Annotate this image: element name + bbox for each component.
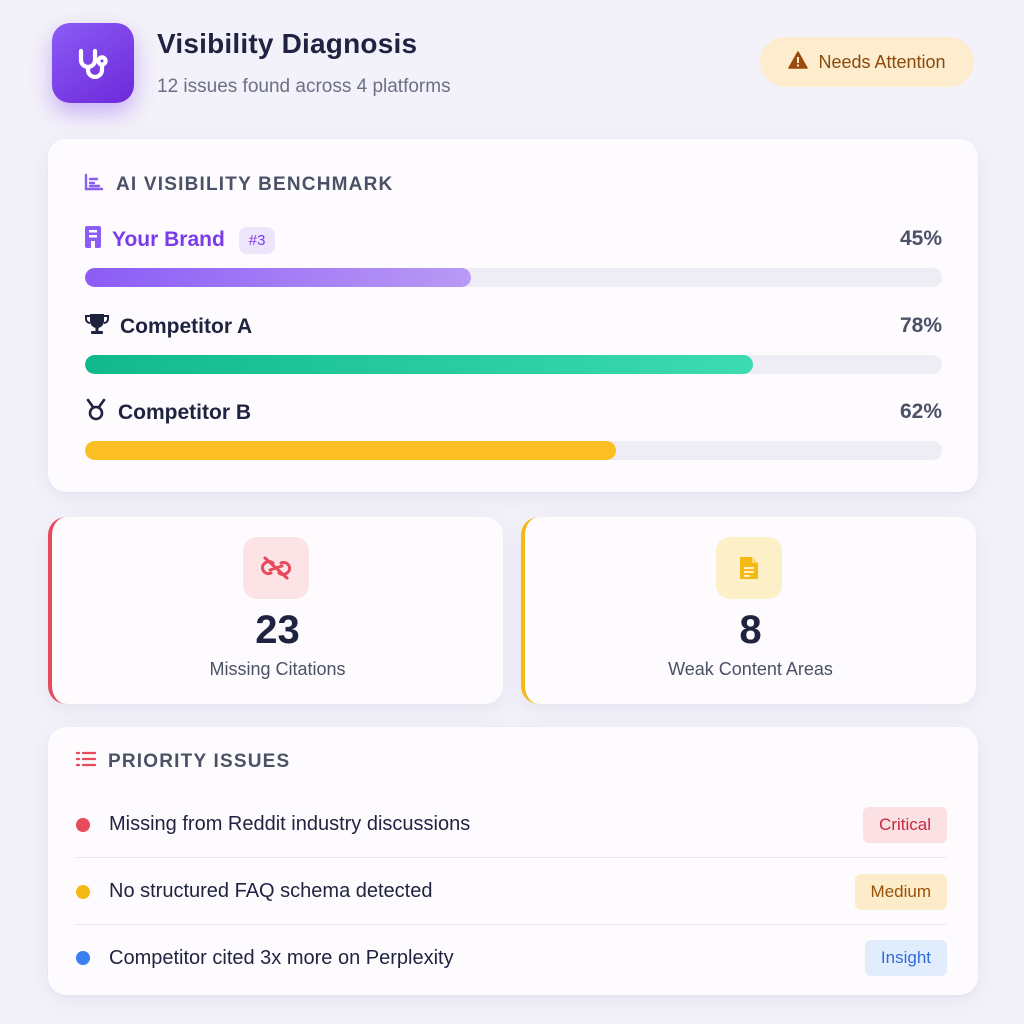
issues-heading: PRIORITY ISSUES [75,751,291,773]
stat-label: Weak Content Areas [668,659,833,679]
broken-link-icon [242,537,309,599]
warning-icon [788,50,809,74]
benchmark-value: 78% [899,314,942,337]
missing-citations-card[interactable]: 23 Missing Citations [48,517,503,704]
stethoscope-icon [52,23,134,103]
benchmark-heading-label: AI VISIBILITY BENCHMARK [116,174,394,195]
benchmark-card: AI VISIBILITY BENCHMARK Your Brand #3 45… [48,139,978,492]
benchmark-bar-track [85,268,942,287]
trophy-icon [84,312,110,342]
issues-heading-label: PRIORITY ISSUES [108,751,291,772]
severity-dot [76,817,90,832]
benchmark-bar-fill [85,441,617,460]
benchmark-name: Competitor B [118,401,251,424]
issue-row[interactable]: Competitor cited 3x more on Perplexity I… [76,925,947,991]
benchmark-bar-fill [85,355,754,374]
benchmark-value: 62% [899,400,942,423]
issue-text: Competitor cited 3x more on Perplexity [109,946,454,969]
issue-row[interactable]: Missing from Reddit industry discussions… [76,792,947,858]
bar-chart-icon [84,173,104,197]
medal-icon [84,398,108,428]
issue-text: Missing from Reddit industry discussions [109,813,471,835]
benchmark-row-your-brand: Your Brand #3 [84,225,276,255]
stat-label: Missing Citations [209,659,346,679]
document-icon [715,537,782,599]
stat-value: 23 [255,608,300,652]
benchmark-bar-fill [85,268,471,287]
status-badge[interactable]: Needs Attention [760,37,974,87]
benchmark-name: Your Brand [112,228,225,251]
building-icon [84,225,102,255]
severity-tag: Insight [864,940,947,976]
benchmark-row-competitor-a: Competitor A [84,312,252,342]
benchmark-row-competitor-b: Competitor B [84,398,251,428]
benchmark-bar-track [85,355,942,374]
rank-badge: #3 [238,226,276,254]
benchmark-value: 45% [899,227,942,250]
status-label: Needs Attention [818,51,946,72]
benchmark-bar-track [85,441,942,460]
page-title: Visibility Diagnosis [157,28,418,59]
list-icon [75,751,97,773]
benchmark-heading: AI VISIBILITY BENCHMARK [84,173,393,197]
priority-issues-card: PRIORITY ISSUES Missing from Reddit indu… [48,727,978,995]
severity-dot [76,951,90,965]
severity-tag: Medium [854,873,947,910]
weak-content-card[interactable]: 8 Weak Content Areas [521,517,976,704]
severity-dot [76,884,90,899]
page-subtitle: 12 issues found across 4 platforms [157,76,451,97]
issue-row[interactable]: No structured FAQ schema detected Medium [76,859,947,925]
stat-value: 8 [739,608,762,652]
benchmark-name: Competitor A [120,315,253,338]
severity-tag: Critical [863,806,947,843]
issue-text: No structured FAQ schema detected [109,880,433,902]
